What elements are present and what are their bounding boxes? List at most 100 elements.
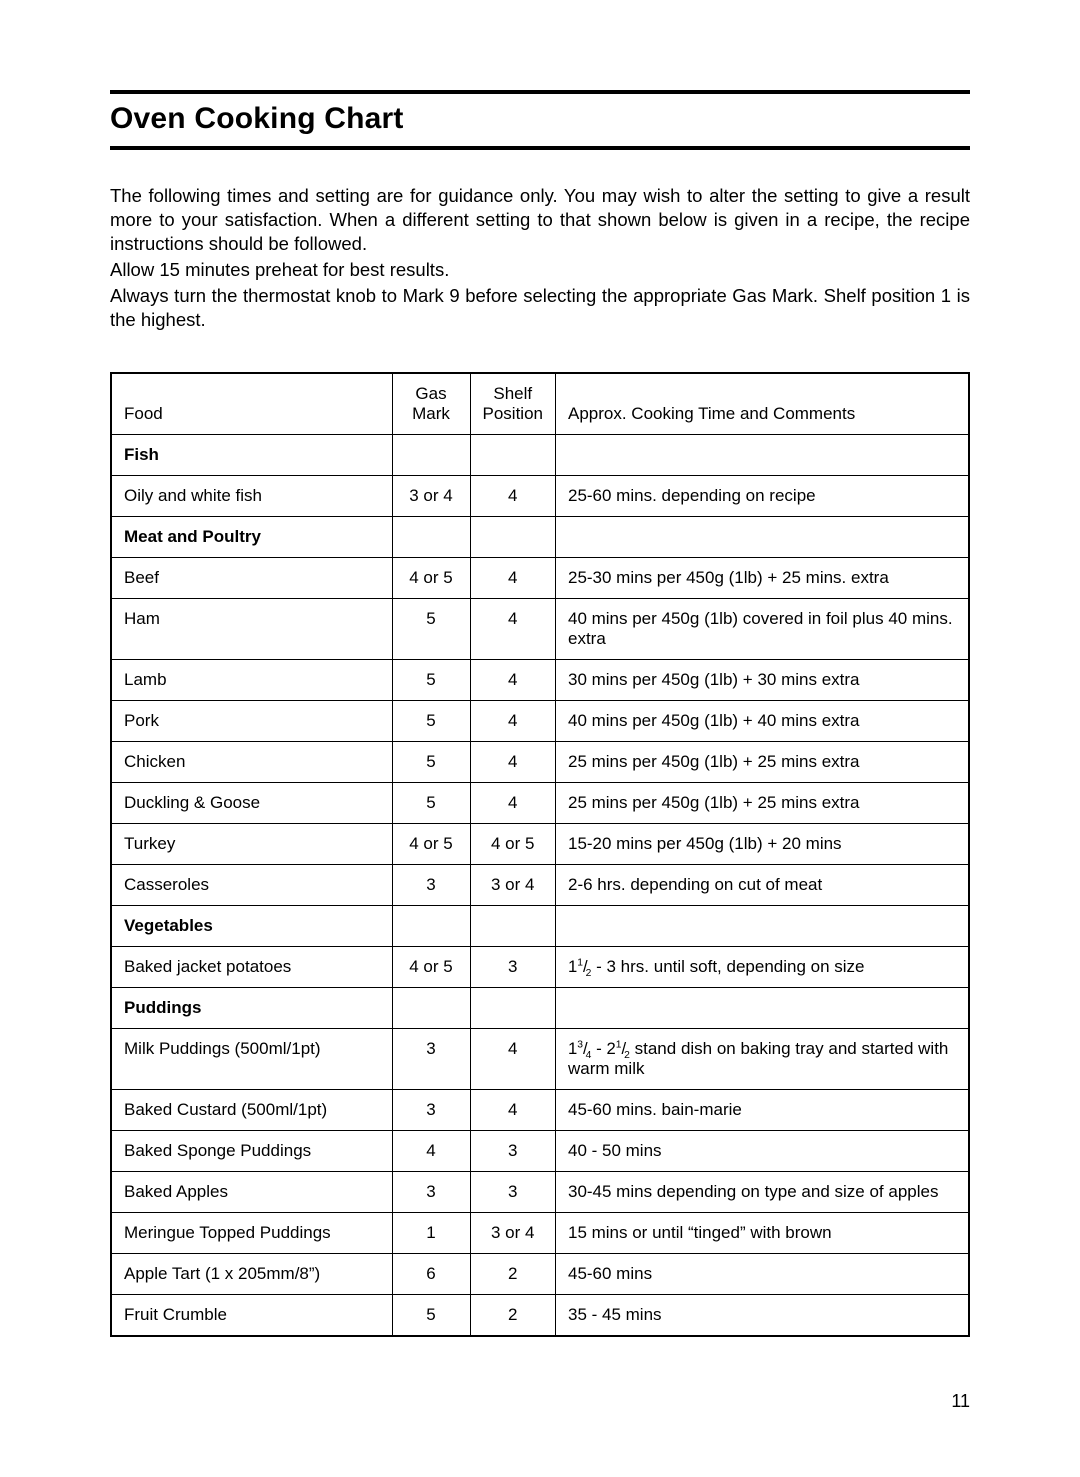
cell-food: Casseroles [111,865,392,906]
cell-comments: 2-6 hrs. depending on cut of meat [555,865,969,906]
col-header-comments: Approx. Cooking Time and Comments [555,373,969,435]
cell-gas-mark: 3 [392,1090,470,1131]
cell-shelf-position: 4 [470,1029,555,1090]
cell-food: Baked Custard (500ml/1pt) [111,1090,392,1131]
cell-shelf-position: 4 [470,558,555,599]
cell-comments: 35 - 45 mins [555,1295,969,1337]
cell-comments: 30-45 mins depending on type and size of… [555,1172,969,1213]
cell-shelf-position: 4 [470,1090,555,1131]
cell-gas-mark: 5 [392,660,470,701]
cell-shelf-position: 3 [470,947,555,988]
table-row: Pork5440 mins per 450g (1lb) + 40 mins e… [111,701,969,742]
cell-shelf-position: 2 [470,1295,555,1337]
cell-food: Ham [111,599,392,660]
cooking-chart-table: Food Gas Mark Shelf Position Approx. Coo… [110,372,970,1337]
intro-paragraph: Allow 15 minutes preheat for best result… [110,258,970,282]
table-row: Baked Apples3330-45 mins depending on ty… [111,1172,969,1213]
cell-food: Meat and Poultry [111,517,392,558]
table-row: Ham5440 mins per 450g (1lb) covered in f… [111,599,969,660]
table-row: Baked Custard (500ml/1pt)3445-60 mins. b… [111,1090,969,1131]
cell-food: Chicken [111,742,392,783]
cell-comments [555,517,969,558]
col-header-gas-mark-line1: Gas [415,384,446,403]
cell-food: Fish [111,435,392,476]
cell-gas-mark: 4 or 5 [392,824,470,865]
cell-food: Baked jacket potatoes [111,947,392,988]
cell-gas-mark: 3 or 4 [392,476,470,517]
cell-food: Puddings [111,988,392,1029]
cell-gas-mark: 6 [392,1254,470,1295]
page-number: 11 [951,1391,970,1412]
cell-food: Turkey [111,824,392,865]
cell-gas-mark [392,988,470,1029]
heading-rule-bottom [110,146,970,150]
cell-gas-mark: 4 [392,1131,470,1172]
cell-comments: 15 mins or until “tinged” with brown [555,1213,969,1254]
page-title: Oven Cooking Chart [110,102,970,136]
table-section-row: Meat and Poultry [111,517,969,558]
cell-food: Lamb [111,660,392,701]
cell-food: Baked Apples [111,1172,392,1213]
table-row: Apple Tart (1 x 205mm/8”)6245-60 mins [111,1254,969,1295]
table-section-row: Puddings [111,988,969,1029]
cell-comments: 25-60 mins. depending on recipe [555,476,969,517]
table-header: Food Gas Mark Shelf Position Approx. Coo… [111,373,969,435]
cell-shelf-position [470,517,555,558]
cell-comments: 11/2 - 3 hrs. until soft, depending on s… [555,947,969,988]
cell-comments: 40 - 50 mins [555,1131,969,1172]
cell-shelf-position: 3 [470,1172,555,1213]
cell-comments: 40 mins per 450g (1lb) covered in foil p… [555,599,969,660]
col-header-gas-mark-line2: Mark [412,404,450,423]
table-row: Lamb5430 mins per 450g (1lb) + 30 mins e… [111,660,969,701]
cell-food: Beef [111,558,392,599]
cell-comments: 45-60 mins [555,1254,969,1295]
cell-shelf-position: 2 [470,1254,555,1295]
cell-food: Baked Sponge Puddings [111,1131,392,1172]
cell-gas-mark [392,906,470,947]
cell-shelf-position [470,988,555,1029]
cell-food: Oily and white fish [111,476,392,517]
cell-food: Meringue Topped Puddings [111,1213,392,1254]
cell-gas-mark: 3 [392,1172,470,1213]
cell-food: Duckling & Goose [111,783,392,824]
cell-shelf-position: 4 [470,599,555,660]
cell-gas-mark: 3 [392,1029,470,1090]
intro-block: The following times and setting are for … [110,184,970,332]
cell-shelf-position [470,435,555,476]
cell-comments: 25 mins per 450g (1lb) + 25 mins extra [555,742,969,783]
cell-gas-mark [392,517,470,558]
cell-comments [555,435,969,476]
col-header-gas-mark: Gas Mark [392,373,470,435]
cell-comments: 45-60 mins. bain-marie [555,1090,969,1131]
col-header-shelf-line1v: Shelf [493,384,532,403]
cell-comments [555,906,969,947]
cell-comments: 25-30 mins per 450g (1lb) + 25 mins. ext… [555,558,969,599]
cell-comments: 13/4 - 21/2 stand dish on baking tray an… [555,1029,969,1090]
cell-gas-mark: 5 [392,742,470,783]
cell-gas-mark: 5 [392,701,470,742]
cell-shelf-position: 4 [470,783,555,824]
cell-shelf-position: 3 [470,1131,555,1172]
table-row: Casseroles33 or 42-6 hrs. depending on c… [111,865,969,906]
cell-comments: 25 mins per 450g (1lb) + 25 mins extra [555,783,969,824]
cell-gas-mark: 4 or 5 [392,947,470,988]
cell-food: Vegetables [111,906,392,947]
cell-food: Milk Puddings (500ml/1pt) [111,1029,392,1090]
cell-comments [555,988,969,1029]
table-row: Milk Puddings (500ml/1pt)3413/4 - 21/2 s… [111,1029,969,1090]
col-header-shelf: Shelf Position [470,373,555,435]
document-page: Oven Cooking Chart The following times a… [0,0,1080,1477]
table-row: Chicken5425 mins per 450g (1lb) + 25 min… [111,742,969,783]
col-header-food: Food [111,373,392,435]
cell-shelf-position: 4 [470,660,555,701]
table-row: Baked jacket potatoes4 or 5311/2 - 3 hrs… [111,947,969,988]
table-row: Baked Sponge Puddings4340 - 50 mins [111,1131,969,1172]
cell-gas-mark: 3 [392,865,470,906]
cell-gas-mark: 5 [392,1295,470,1337]
table-row: Duckling & Goose5425 mins per 450g (1lb)… [111,783,969,824]
table-row: Turkey4 or 54 or 515-20 mins per 450g (1… [111,824,969,865]
col-header-shelf-line2: Position [483,404,543,423]
cell-comments: 40 mins per 450g (1lb) + 40 mins extra [555,701,969,742]
table-row: Meringue Topped Puddings13 or 415 mins o… [111,1213,969,1254]
cell-gas-mark [392,435,470,476]
